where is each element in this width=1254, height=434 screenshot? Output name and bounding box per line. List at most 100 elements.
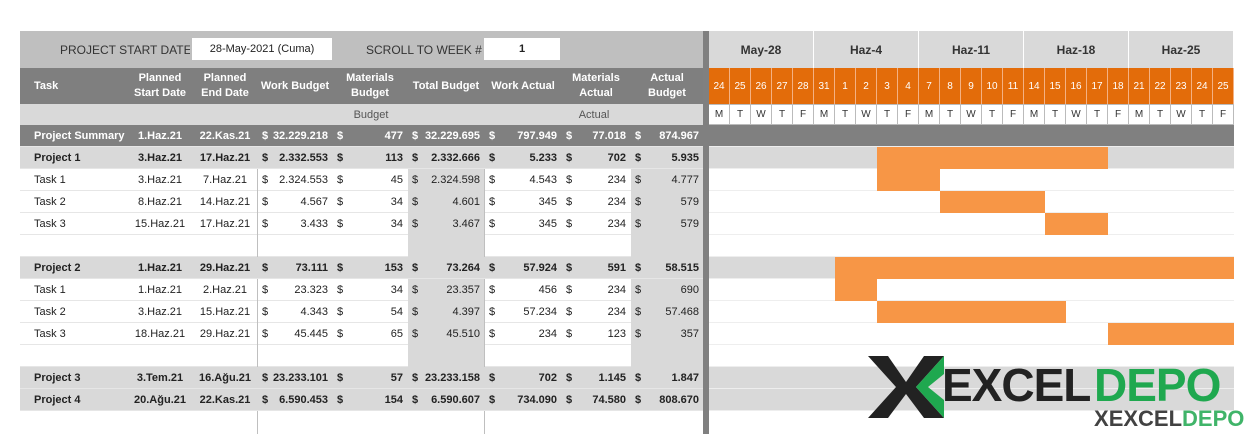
amount-cell[interactable]: 702	[607, 152, 626, 164]
amount-cell[interactable]: 4.343	[300, 306, 328, 318]
amount-cell[interactable]: 45.445	[294, 328, 328, 340]
date-cell[interactable]: 15.Haz.21	[134, 218, 186, 230]
amount-cell[interactable]: 34	[390, 284, 403, 296]
amount-cell[interactable]: 2.324.553	[279, 174, 328, 186]
amount-cell[interactable]: 34	[390, 196, 403, 208]
date-cell[interactable]: 3.Haz.21	[137, 152, 183, 164]
task-name[interactable]: Task 3	[34, 328, 66, 340]
amount-cell[interactable]: 32.229.695	[424, 130, 480, 142]
amount-cell[interactable]: 2.324.598	[431, 174, 480, 186]
amount-cell[interactable]: 4.543	[529, 174, 557, 186]
amount-cell[interactable]: 579	[680, 218, 699, 230]
date-cell[interactable]: 1.Haz.21	[137, 262, 183, 274]
amount-cell[interactable]: 45	[390, 174, 403, 186]
amount-cell[interactable]: 690	[680, 284, 699, 296]
task-name[interactable]: Project 2	[34, 262, 81, 274]
amount-cell[interactable]: 3.467	[452, 218, 480, 230]
amount-cell[interactable]: 34	[390, 218, 403, 230]
date-cell[interactable]: 8.Haz.21	[137, 196, 183, 208]
amount-cell[interactable]: 1.145	[598, 372, 626, 384]
amount-cell[interactable]: 32.229.218	[272, 130, 328, 142]
amount-cell[interactable]: 579	[680, 196, 699, 208]
date-cell[interactable]: 29.Haz.21	[199, 328, 251, 340]
amount-cell[interactable]: 4.397	[452, 306, 480, 318]
amount-cell[interactable]: 5.233	[529, 152, 557, 164]
amount-cell[interactable]: 234	[607, 218, 626, 230]
task-name[interactable]: Project 4	[34, 394, 81, 406]
amount-cell[interactable]: 345	[538, 218, 557, 230]
task-name[interactable]: Project 1	[34, 152, 81, 164]
amount-cell[interactable]: 2.332.666	[431, 152, 480, 164]
amount-cell[interactable]: 456	[538, 284, 557, 296]
amount-cell[interactable]: 74.580	[592, 394, 626, 406]
amount-cell[interactable]: 234	[538, 328, 557, 340]
amount-cell[interactable]: 4.777	[671, 174, 699, 186]
amount-cell[interactable]: 734.090	[517, 394, 557, 406]
amount-cell[interactable]: 45.510	[446, 328, 480, 340]
amount-cell[interactable]: 357	[680, 328, 699, 340]
date-cell[interactable]: 7.Haz.21	[202, 174, 248, 186]
task-name[interactable]: Task 2	[34, 196, 66, 208]
date-cell[interactable]: 18.Haz.21	[134, 328, 186, 340]
date-cell[interactable]: 14.Haz.21	[199, 196, 251, 208]
task-name[interactable]: Project 3	[34, 372, 81, 384]
date-cell[interactable]: 22.Kas.21	[199, 130, 251, 142]
amount-cell[interactable]: 702	[538, 372, 557, 384]
amount-cell[interactable]: 1.847	[671, 372, 699, 384]
amount-cell[interactable]: 23.233.158	[424, 372, 480, 384]
amount-cell[interactable]: 77.018	[592, 130, 626, 142]
amount-cell[interactable]: 57	[390, 372, 403, 384]
amount-cell[interactable]: 57.924	[523, 262, 557, 274]
date-cell[interactable]: 16.Ağu.21	[199, 372, 251, 384]
date-cell[interactable]: 15.Haz.21	[199, 306, 251, 318]
amount-cell[interactable]: 23.233.101	[272, 372, 328, 384]
date-cell[interactable]: 3.Tem.21	[136, 372, 184, 384]
amount-cell[interactable]: 3.433	[300, 218, 328, 230]
amount-cell[interactable]: 113	[385, 152, 403, 164]
amount-cell[interactable]: 234	[607, 306, 626, 318]
amount-cell[interactable]: 477	[384, 130, 403, 142]
amount-cell[interactable]: 874.967	[659, 130, 699, 142]
amount-cell[interactable]: 234	[607, 174, 626, 186]
amount-cell[interactable]: 23.323	[294, 284, 328, 296]
amount-cell[interactable]: 4.567	[300, 196, 328, 208]
amount-cell[interactable]: 23.357	[446, 284, 480, 296]
task-name[interactable]: Task 3	[34, 218, 66, 230]
date-cell[interactable]: 2.Haz.21	[202, 284, 248, 296]
amount-cell[interactable]: 54	[390, 306, 403, 318]
amount-cell[interactable]: 797.949	[517, 130, 557, 142]
start-date-input[interactable]: 28-May-2021 (Cuma)	[192, 38, 332, 60]
date-cell[interactable]: 17.Haz.21	[199, 218, 251, 230]
date-cell[interactable]: 22.Kas.21	[199, 394, 251, 406]
amount-cell[interactable]: 234	[607, 284, 626, 296]
amount-cell[interactable]: 5.935	[671, 152, 699, 164]
date-cell[interactable]: 20.Ağu.21	[134, 394, 186, 406]
date-cell[interactable]: 3.Haz.21	[137, 174, 183, 186]
date-cell[interactable]: 1.Haz.21	[137, 130, 183, 142]
amount-cell[interactable]: 234	[607, 196, 626, 208]
amount-cell[interactable]: 154	[384, 394, 403, 406]
date-cell[interactable]: 3.Haz.21	[137, 306, 183, 318]
amount-cell[interactable]: 57.234	[523, 306, 557, 318]
amount-cell[interactable]: 65	[390, 328, 403, 340]
task-name[interactable]: Task 1	[34, 284, 66, 296]
amount-cell[interactable]: 6.590.453	[279, 394, 328, 406]
amount-cell[interactable]: 153	[384, 262, 403, 274]
amount-cell[interactable]: 591	[607, 262, 626, 274]
task-name[interactable]: Task 1	[34, 174, 66, 186]
amount-cell[interactable]: 73.111	[295, 262, 328, 274]
amount-cell[interactable]: 2.332.553	[279, 152, 328, 164]
amount-cell[interactable]: 58.515	[665, 262, 699, 274]
task-name[interactable]: Task 2	[34, 306, 66, 318]
date-cell[interactable]: 1.Haz.21	[137, 284, 183, 296]
amount-cell[interactable]: 73.264	[446, 262, 480, 274]
amount-cell[interactable]: 57.468	[665, 306, 699, 318]
amount-cell[interactable]: 123	[607, 328, 626, 340]
amount-cell[interactable]: 6.590.607	[431, 394, 480, 406]
amount-cell[interactable]: 345	[538, 196, 557, 208]
task-name[interactable]: Project Summary	[34, 130, 125, 142]
scroll-week-input[interactable]: 1	[484, 38, 560, 60]
date-cell[interactable]: 29.Haz.21	[199, 262, 251, 274]
amount-cell[interactable]: 808.670	[659, 394, 699, 406]
date-cell[interactable]: 17.Haz.21	[199, 152, 251, 164]
